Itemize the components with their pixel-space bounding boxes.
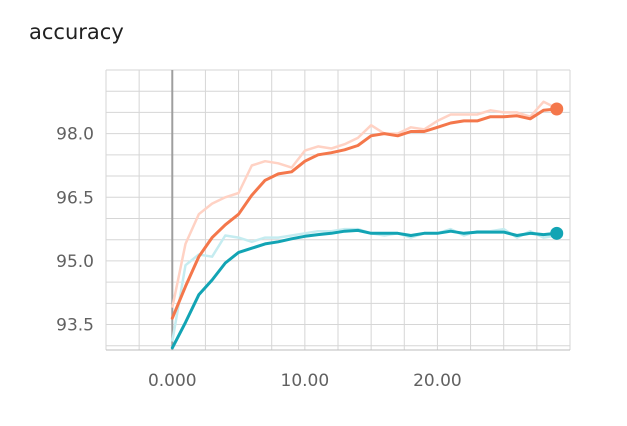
y-tick-labels: 93.5 95.0 96.5 98.0 xyxy=(56,125,94,336)
series-2-endpoint xyxy=(550,226,564,240)
x-tick-label: 10.00 xyxy=(281,371,330,391)
grid xyxy=(105,69,571,351)
x-tick-labels: 0.000 10.00 20.00 xyxy=(148,371,462,391)
y-tick-label: 93.5 xyxy=(56,316,94,336)
chart-title: accuracy xyxy=(29,20,124,44)
y-tick-label: 95.0 xyxy=(56,252,94,272)
x-tick-label: 0.000 xyxy=(148,371,197,391)
x-tick-label: 20.00 xyxy=(413,371,462,391)
series-1-smoothed-line xyxy=(170,107,559,320)
y-tick-label: 98.0 xyxy=(56,125,94,145)
y-tick-label: 96.5 xyxy=(56,188,94,208)
series-2-smoothed-line xyxy=(170,228,559,350)
series-1-raw-line xyxy=(171,100,558,308)
series-1-endpoint xyxy=(550,102,564,116)
smoothed-series-lines xyxy=(170,102,564,350)
